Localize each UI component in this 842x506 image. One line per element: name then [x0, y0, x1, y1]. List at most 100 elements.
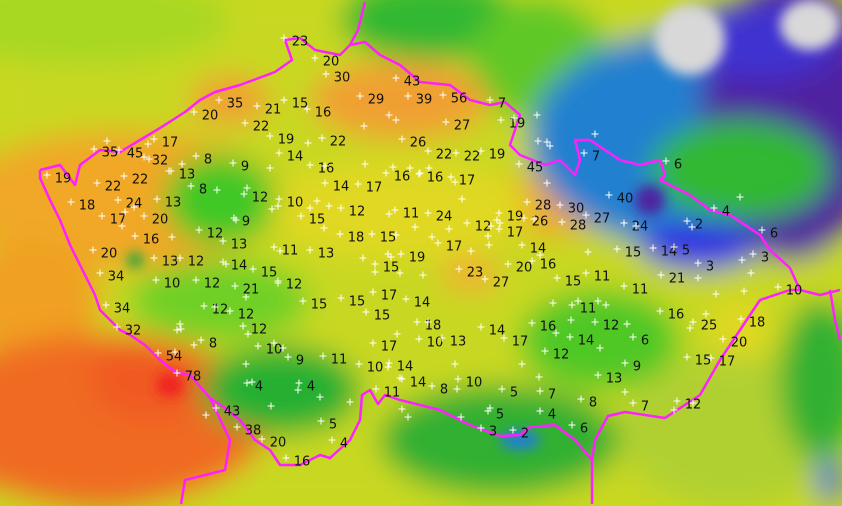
station-marker-icon — [670, 243, 678, 251]
station-marker-icon — [518, 360, 526, 368]
station-marker-icon — [402, 295, 410, 303]
station-marker-icon — [254, 342, 262, 350]
station-marker-icon — [434, 239, 442, 247]
station-value: 6 — [673, 157, 683, 173]
station-value: 5 — [328, 417, 338, 433]
station-marker-icon — [392, 74, 400, 82]
station-marker-icon — [467, 247, 475, 255]
station-marker-icon — [197, 336, 205, 344]
station-value: 12 — [250, 322, 268, 338]
station-value: 16 — [539, 257, 557, 273]
station-marker-icon — [89, 246, 97, 254]
station-marker-icon — [425, 164, 433, 172]
station-marker-icon — [241, 119, 249, 127]
station-value: 20 — [730, 335, 748, 351]
station-marker-icon — [369, 288, 377, 296]
station-value: 6 — [640, 333, 650, 349]
station-value: 15 — [348, 294, 366, 310]
station-marker-icon — [397, 250, 405, 258]
station-marker-icon — [620, 282, 628, 290]
station-marker-icon — [239, 322, 247, 330]
station-value: 78 — [184, 369, 202, 385]
station-marker-icon — [244, 330, 252, 338]
station-marker-icon — [549, 299, 557, 307]
station-marker-icon — [385, 359, 393, 367]
station-value: 9 — [632, 359, 642, 375]
station-marker-icon — [577, 395, 585, 403]
station-marker-icon — [568, 421, 576, 429]
station-value: 28 — [534, 198, 552, 214]
station-marker-icon — [463, 219, 471, 227]
station-value: 2 — [520, 426, 530, 442]
station-marker-icon — [140, 153, 148, 161]
station-marker-icon — [451, 360, 459, 368]
station-marker-icon — [477, 424, 485, 432]
station-marker-icon — [321, 179, 329, 187]
slovak-ukraine-border — [828, 289, 842, 341]
station-marker-icon — [594, 371, 602, 379]
station-value: 15 — [310, 297, 328, 313]
station-marker-icon — [438, 334, 446, 342]
station-marker-icon — [226, 307, 234, 315]
station-marker-icon — [67, 198, 75, 206]
station-marker-icon — [118, 222, 126, 230]
station-value: 15 — [373, 308, 391, 324]
station-marker-icon — [594, 297, 602, 305]
station-marker-icon — [543, 138, 551, 146]
station-marker-icon — [150, 135, 158, 143]
station-value: 12 — [237, 307, 255, 323]
station-marker-icon — [758, 226, 766, 234]
station-marker-icon — [398, 375, 406, 383]
station-value: 17 — [718, 354, 736, 370]
station-marker-icon — [384, 250, 392, 258]
station-value: 14 — [230, 258, 248, 274]
station-marker-icon — [266, 164, 274, 172]
station-value: 56 — [450, 91, 468, 107]
station-marker-icon — [384, 363, 392, 371]
station-value: 38 — [244, 423, 262, 439]
station-value: 27 — [593, 211, 611, 227]
station-marker-icon — [176, 254, 184, 262]
station-marker-icon — [536, 251, 544, 259]
station-marker-icon — [212, 404, 220, 412]
station-value: 9 — [240, 159, 250, 175]
station-value: 16 — [426, 170, 444, 186]
station-value: 20 — [100, 246, 118, 262]
station-marker-icon — [385, 111, 393, 119]
station-marker-icon — [258, 435, 266, 443]
station-marker-icon — [328, 436, 336, 444]
station-value: 32 — [124, 323, 142, 339]
station-marker-icon — [168, 233, 176, 241]
station-marker-icon — [242, 293, 250, 301]
station-value: 14 — [396, 359, 414, 375]
station-marker-icon — [98, 212, 106, 220]
station-marker-icon — [267, 402, 275, 410]
station-marker-icon — [552, 329, 560, 337]
station-marker-icon — [356, 92, 364, 100]
station-value: 11 — [631, 282, 649, 298]
station-value: 15 — [564, 274, 582, 290]
station-marker-icon — [533, 111, 541, 119]
station-marker-icon — [359, 254, 367, 262]
station-marker-icon — [274, 202, 282, 210]
station-value: 12 — [474, 219, 492, 235]
station-marker-icon — [320, 224, 328, 232]
station-marker-icon — [268, 205, 276, 213]
station-marker-icon — [121, 208, 129, 216]
station-marker-icon — [683, 353, 691, 361]
station-marker-icon — [322, 70, 330, 78]
station-marker-icon — [530, 215, 538, 223]
station-value: 21 — [668, 271, 686, 287]
station-value: 4 — [306, 379, 316, 395]
station-marker-icon — [391, 206, 399, 214]
station-marker-icon — [629, 333, 637, 341]
station-marker-icon — [385, 210, 393, 218]
station-value: 13 — [161, 254, 179, 270]
station-marker-icon — [740, 287, 748, 295]
station-marker-icon — [313, 197, 321, 205]
station-value: 19 — [408, 250, 426, 266]
station-marker-icon — [629, 399, 637, 407]
station-marker-icon — [447, 173, 455, 181]
station-marker-icon — [712, 290, 720, 298]
